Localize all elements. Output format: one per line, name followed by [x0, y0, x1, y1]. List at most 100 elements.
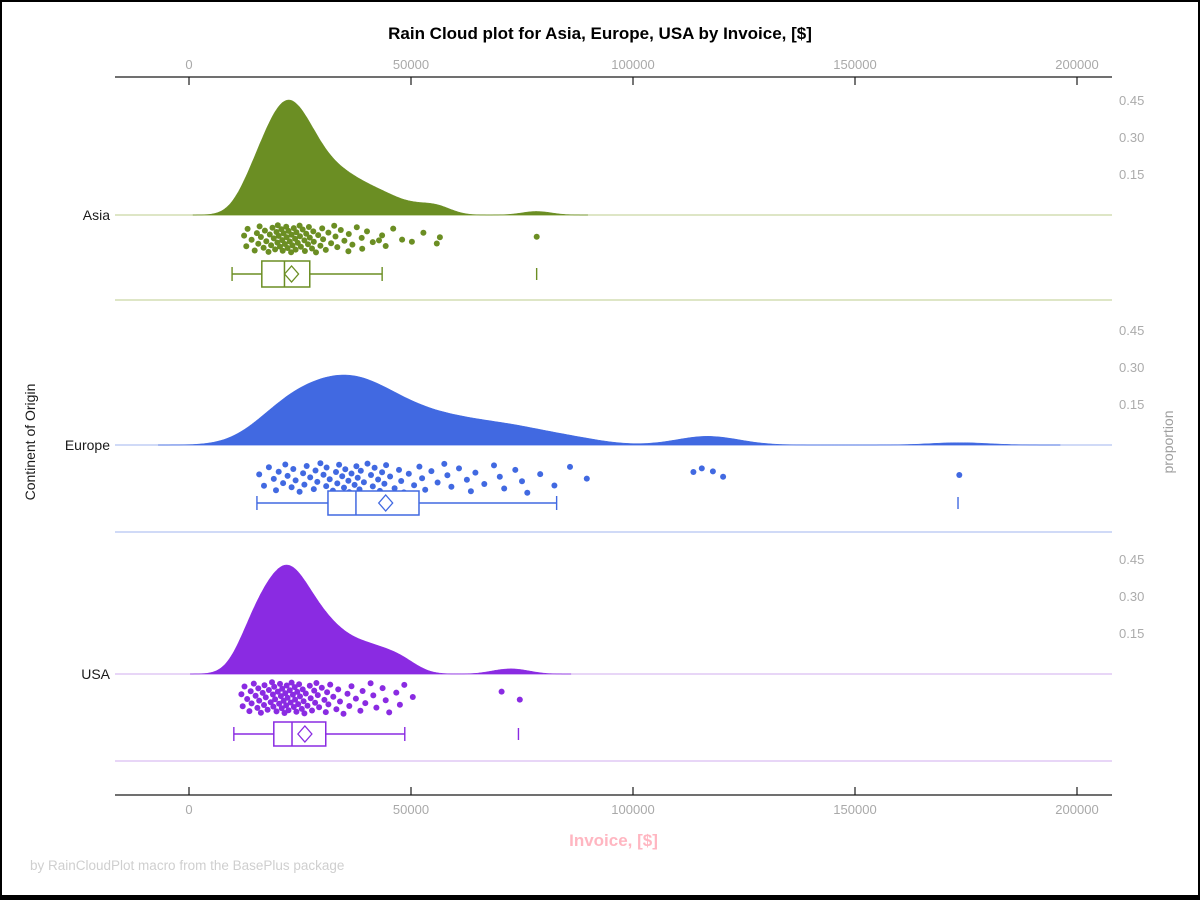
scatter-point-usa — [346, 703, 353, 709]
scatter-point-asia — [315, 232, 322, 239]
scatter-point-asia — [353, 224, 360, 231]
scatter-point-asia — [331, 222, 338, 229]
scatter-point-europe — [369, 483, 376, 490]
scatter-point-europe — [256, 471, 263, 478]
scatter-point-usa — [259, 689, 266, 696]
scatter-point-asia — [317, 242, 324, 249]
scatter-point-europe — [303, 463, 310, 469]
scatter-point-europe — [333, 469, 339, 475]
scatter-point-usa — [261, 702, 267, 708]
scatter-point-europe — [354, 474, 361, 481]
scatter-point-europe — [720, 473, 727, 480]
scatter-point-europe — [537, 471, 544, 478]
scatter-point-europe — [698, 465, 705, 472]
mean-diamond-europe — [377, 494, 394, 512]
top-axis-tick-label: 200000 — [1055, 57, 1098, 72]
scatter-point-asia — [433, 240, 440, 247]
scatter-point-usa — [307, 695, 314, 702]
scatter-point-asia — [303, 230, 310, 237]
scatter-point-asia — [261, 227, 268, 234]
scatter-point-usa — [277, 693, 284, 700]
scatter-point-europe — [345, 477, 352, 484]
scatter-point-usa — [300, 698, 307, 705]
scatter-point-usa — [273, 708, 280, 715]
scatter-point-europe — [512, 466, 519, 473]
scatter-point-usa — [327, 681, 334, 688]
scatter-point-europe — [448, 483, 455, 490]
scatter-point-europe — [551, 482, 558, 489]
scatter-point-europe — [312, 467, 319, 474]
scatter-point-europe — [360, 479, 367, 486]
scatter-point-asia — [292, 246, 299, 253]
scatter-point-usa — [283, 702, 290, 709]
scatter-point-usa — [291, 684, 298, 691]
scatter-point-asia — [305, 241, 311, 248]
scatter-point-asia — [263, 238, 270, 245]
scatter-point-asia — [275, 232, 282, 239]
scatter-point-asia — [289, 242, 296, 249]
scatter-point-asia — [345, 231, 352, 237]
scatter-point-asia — [283, 234, 290, 241]
scatter-point-usa — [337, 698, 343, 705]
scatter-point-europe — [481, 481, 488, 487]
scatter-point-europe — [326, 476, 333, 483]
scatter-point-usa — [257, 709, 264, 716]
scatter-point-usa — [285, 707, 292, 714]
scatter-point-usa — [269, 691, 276, 698]
mean-diamond-usa — [297, 725, 313, 743]
scatter-point-europe — [567, 463, 573, 470]
scatter-point-europe — [290, 466, 297, 472]
scatter-point-usa — [287, 699, 294, 706]
scatter-point-usa — [282, 690, 289, 697]
scatter-point-usa — [254, 704, 261, 711]
scatter-point-asia — [253, 230, 260, 237]
scatter-point-usa — [277, 680, 283, 687]
scatter-point-usa — [238, 691, 245, 698]
proportion-tick-label-europe: 0.15 — [1119, 397, 1144, 412]
scatter-point-usa — [294, 688, 301, 695]
scatter-point-asia — [266, 231, 273, 238]
scatter-point-asia — [328, 240, 335, 247]
scatter-point-europe — [368, 472, 374, 478]
scatter-point-europe — [265, 464, 272, 471]
scatter-point-usa — [278, 705, 285, 712]
scatter-point-usa — [373, 704, 380, 711]
bottom-axis-tick-label: 100000 — [611, 802, 654, 817]
scatter-point-usa — [288, 679, 295, 686]
scatter-point-asia — [305, 224, 312, 230]
scatter-point-asia — [420, 229, 427, 236]
scatter-point-europe — [379, 469, 386, 476]
scatter-point-usa — [267, 699, 274, 706]
scatter-point-asia — [288, 249, 295, 256]
scatter-point-usa — [264, 706, 271, 713]
scatter-point-asia — [310, 238, 317, 245]
scatter-point-asia — [325, 229, 332, 236]
scatter-point-usa — [247, 688, 254, 695]
scatter-point-usa — [312, 699, 319, 706]
scatter-point-asia — [334, 244, 341, 251]
scatter-point-europe — [310, 486, 317, 493]
scatter-point-europe — [301, 481, 308, 488]
scatter-point-asia — [265, 248, 272, 255]
scatter-point-usa — [393, 689, 400, 696]
category-label-asia: Asia — [83, 207, 110, 223]
scatter-point-usa — [321, 696, 328, 703]
scatter-point-usa — [299, 686, 306, 693]
scatter-point-usa — [325, 701, 332, 708]
x-axis-title: Invoice, [$] — [569, 831, 658, 850]
scatter-point-usa — [241, 683, 248, 690]
scatter-point-asia — [274, 222, 281, 229]
scatter-point-asia — [268, 242, 275, 249]
proportion-tick-label-asia: 0.15 — [1119, 167, 1144, 182]
scatter-point-usa — [498, 688, 505, 695]
scatter-point-asia — [243, 243, 250, 250]
scatter-point-asia — [255, 240, 262, 247]
scatter-point-usa — [516, 696, 523, 703]
scatter-point-europe — [463, 476, 470, 483]
scatter-point-usa — [301, 710, 308, 717]
scatter-point-usa — [344, 690, 351, 697]
proportion-tick-label-usa: 0.30 — [1119, 589, 1144, 604]
scatter-point-europe — [690, 469, 697, 475]
scatter-point-asia — [251, 247, 258, 254]
